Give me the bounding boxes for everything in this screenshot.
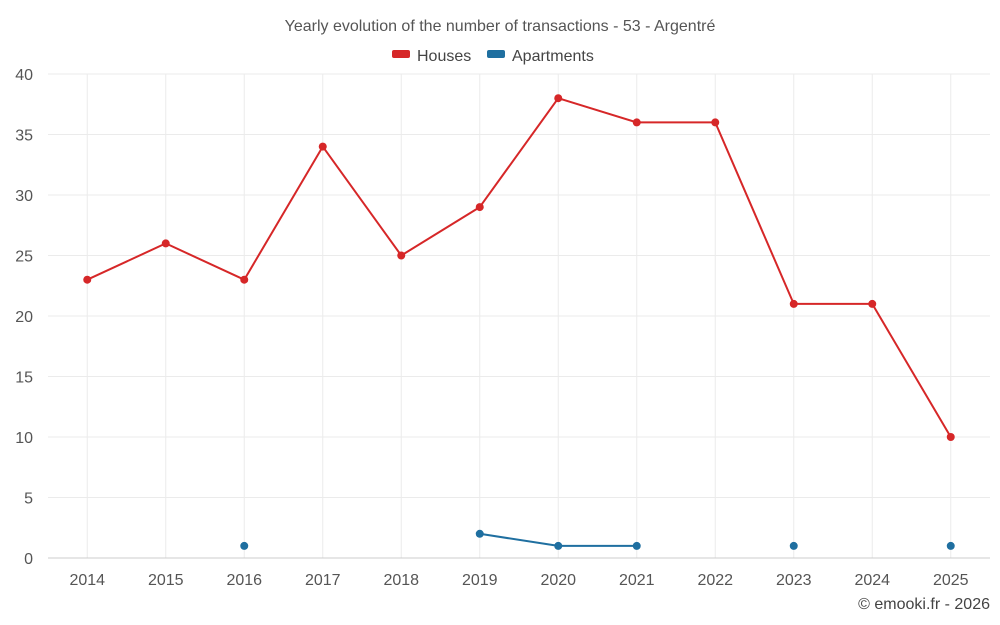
data-point-houses[interactable] [161,239,170,248]
grid [48,73,990,559]
legend-swatch-apartments [487,50,505,58]
credit-text: © emooki.fr - 2026 [858,596,990,613]
x-tick-label: 2022 [697,572,733,589]
data-point-houses[interactable] [946,433,955,441]
legend-item-houses[interactable]: Houses [392,48,471,65]
y-tick-label: 15 [15,370,33,387]
data-point-apartments[interactable] [475,529,484,538]
data-point-houses[interactable] [632,118,641,127]
x-tick-label: 2023 [776,572,812,589]
data-point-houses[interactable] [475,203,484,212]
chart-title: Yearly evolution of the number of transa… [285,18,716,35]
y-tick-label: 20 [15,309,33,326]
legend-label-houses: Houses [417,48,471,65]
y-tick-label: 40 [15,67,33,84]
data-point-houses[interactable] [397,251,406,260]
x-tick-label: 2017 [305,572,341,589]
x-axis-ticks: 2014 2015 2016 2017 2018 2019 2020 2021 2022 2023… [69,572,968,589]
legend-item-apartments[interactable]: Apartments [487,48,594,65]
legend: Houses Apartments [392,48,594,65]
data-point-houses[interactable] [83,275,92,284]
x-tick-label: 2021 [619,572,655,589]
x-tick-label: 2025 [933,572,969,589]
data-point-houses[interactable] [711,118,720,127]
data-point-houses[interactable] [318,142,327,151]
series-line-houses [86,97,952,438]
series-apartments [240,529,955,550]
y-tick-label: 0 [24,551,33,568]
data-point-apartments[interactable] [554,541,563,550]
data-point-apartments[interactable] [789,541,798,550]
legend-swatch-houses [392,50,410,58]
y-tick-label: 35 [15,128,33,145]
x-tick-label: 2014 [69,572,105,589]
data-point-apartments[interactable] [240,541,249,550]
y-tick-label: 5 [24,491,33,508]
y-tick-label: 10 [15,430,33,447]
series-layer [83,94,955,550]
y-tick-label: 25 [15,249,33,266]
x-tick-label: 2019 [462,572,498,589]
x-tick-label: 2020 [540,572,576,589]
x-tick-label: 2016 [226,572,262,589]
y-axis-ticks: 0 5 10 15 20 25 30 35 40 [15,67,33,568]
data-point-houses[interactable] [554,94,563,103]
data-point-houses[interactable] [240,275,249,284]
x-tick-label: 2024 [854,572,890,589]
data-point-houses[interactable] [789,299,798,308]
x-tick-label: 2018 [383,572,419,589]
x-tick-label: 2015 [148,572,184,589]
y-tick-label: 30 [15,188,33,205]
data-point-houses[interactable] [868,299,877,308]
series-houses [83,94,955,441]
data-point-apartments[interactable] [632,541,641,550]
data-point-apartments[interactable] [946,541,955,550]
legend-label-apartments: Apartments [512,48,594,65]
